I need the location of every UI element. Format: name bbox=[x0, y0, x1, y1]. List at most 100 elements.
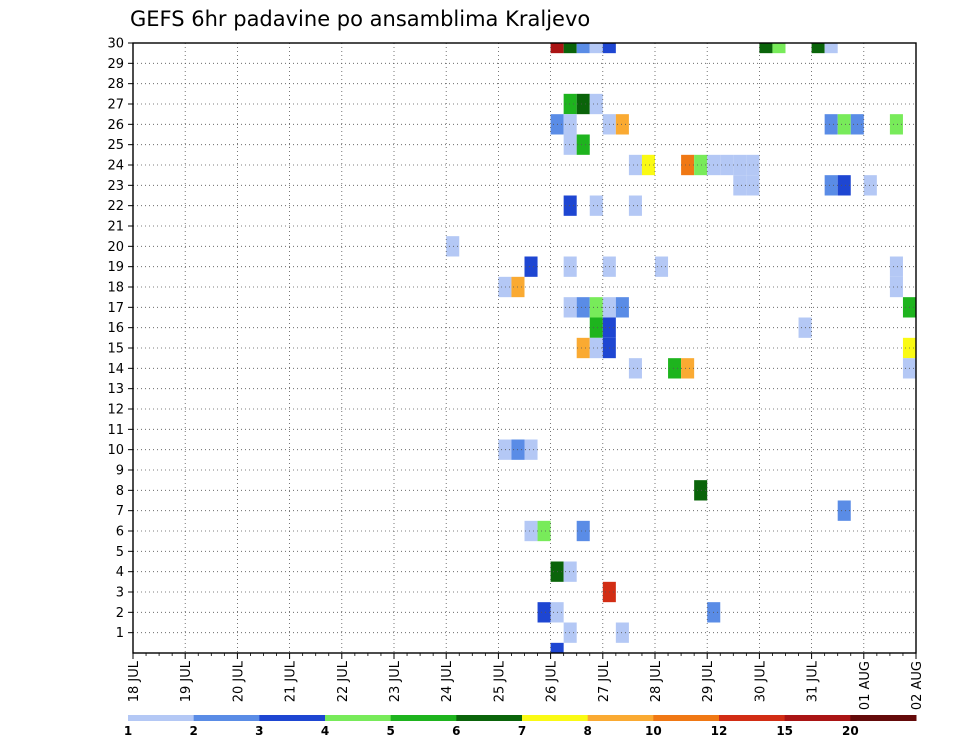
y-tick-label: 28 bbox=[107, 77, 124, 92]
y-tick-label: 27 bbox=[107, 98, 124, 113]
grid-lines bbox=[133, 43, 916, 653]
precip-cell bbox=[576, 43, 590, 54]
precip-cell bbox=[589, 297, 603, 318]
chart-title: GEFS 6hr padavine po ansamblima Kraljevo bbox=[130, 7, 590, 31]
precip-cell bbox=[772, 43, 786, 54]
precip-cell bbox=[628, 358, 642, 379]
precip-cell bbox=[668, 358, 682, 379]
precip-cell bbox=[694, 154, 708, 176]
colorbar-swatch bbox=[719, 715, 786, 721]
precip-cell bbox=[550, 43, 564, 54]
colorbar-swatch bbox=[193, 715, 260, 721]
y-tick-label: 19 bbox=[107, 260, 124, 275]
x-tick-label: 20 JUL bbox=[231, 660, 246, 702]
x-tick-label: 31 JUL bbox=[806, 660, 821, 702]
y-tick-label: 26 bbox=[107, 118, 124, 133]
precip-cell bbox=[563, 256, 577, 277]
y-tick-label: 14 bbox=[107, 362, 124, 377]
precip-cell bbox=[563, 561, 577, 582]
precip-cell bbox=[446, 236, 460, 257]
colorbar-swatch bbox=[456, 715, 523, 721]
precip-cell bbox=[628, 154, 642, 176]
precip-cell bbox=[576, 337, 590, 359]
precip-cell bbox=[681, 358, 695, 379]
x-tick-label: 25 JUL bbox=[492, 660, 507, 702]
x-tick-label: 22 JUL bbox=[336, 660, 351, 702]
precip-cell bbox=[889, 256, 903, 277]
precip-cell bbox=[524, 256, 538, 277]
precip-cell bbox=[589, 195, 603, 216]
precip-cell bbox=[615, 114, 629, 135]
precip-cell bbox=[733, 175, 747, 196]
precip-cell bbox=[576, 134, 590, 155]
x-tick-label: 18 JUL bbox=[127, 660, 142, 702]
colorbar-swatch bbox=[587, 715, 654, 721]
y-tick-label: 18 bbox=[107, 281, 124, 296]
y-tick-label: 8 bbox=[116, 484, 124, 499]
y-tick-label: 4 bbox=[116, 565, 124, 580]
precip-cell bbox=[589, 337, 603, 359]
x-tick-label: 26 JUL bbox=[545, 660, 560, 702]
precip-cell bbox=[524, 520, 538, 542]
y-tick-label: 1 bbox=[116, 626, 124, 641]
precip-cell bbox=[550, 642, 564, 653]
precip-cell bbox=[615, 622, 629, 643]
y-tick-label: 17 bbox=[107, 301, 124, 316]
precip-cell bbox=[563, 114, 577, 135]
y-tick-label: 21 bbox=[107, 220, 124, 235]
colorbar-label: 7 bbox=[518, 724, 526, 738]
y-tick-label: 15 bbox=[107, 342, 124, 357]
x-tick-label: 23 JUL bbox=[388, 660, 403, 702]
precip-cell bbox=[563, 622, 577, 643]
x-tick-label: 30 JUL bbox=[753, 660, 768, 702]
colorbar-label: 4 bbox=[321, 724, 329, 738]
y-tick-label: 24 bbox=[107, 159, 124, 174]
precip-cell bbox=[746, 175, 760, 196]
precip-cell bbox=[576, 297, 590, 318]
precip-cell bbox=[837, 114, 851, 135]
colorbar-label: 6 bbox=[452, 724, 460, 738]
precip-cell bbox=[694, 480, 708, 501]
y-tick-label: 25 bbox=[107, 138, 124, 153]
x-tick-label: 21 JUL bbox=[284, 660, 299, 702]
precip-cell bbox=[563, 195, 577, 216]
y-tick-label: 23 bbox=[107, 179, 124, 194]
precip-cell bbox=[563, 134, 577, 155]
colorbar-label: 8 bbox=[583, 724, 591, 738]
y-tick-label: 5 bbox=[116, 545, 124, 560]
precip-cell bbox=[746, 154, 760, 176]
precip-cell bbox=[811, 43, 825, 54]
plot-frame bbox=[132, 42, 917, 654]
precip-cell bbox=[563, 297, 577, 318]
y-tick-label: 3 bbox=[116, 586, 124, 601]
colorbar-label: 12 bbox=[711, 724, 728, 738]
colorbar-swatch bbox=[259, 715, 326, 721]
colorbar-swatch bbox=[850, 715, 917, 721]
y-tick-label: 7 bbox=[116, 504, 124, 519]
colorbar-swatch bbox=[390, 715, 457, 721]
colorbar-label: 5 bbox=[386, 724, 394, 738]
precip-cell bbox=[720, 154, 734, 176]
precip-cell bbox=[589, 93, 603, 115]
colorbar-swatch bbox=[522, 715, 589, 721]
x-tick-label: 28 JUL bbox=[649, 660, 664, 702]
y-tick-label: 6 bbox=[116, 525, 124, 540]
heatmap-cells bbox=[446, 43, 916, 653]
y-tick-label: 16 bbox=[107, 321, 124, 336]
x-tick-label: 27 JUL bbox=[597, 660, 612, 702]
y-tick-label: 13 bbox=[107, 382, 124, 397]
precip-cell bbox=[641, 154, 655, 176]
colorbar-swatch bbox=[325, 715, 392, 721]
precip-cell bbox=[681, 154, 695, 176]
precip-cell bbox=[576, 520, 590, 542]
axes: 1234567891011121314151617181920212223242… bbox=[107, 37, 925, 711]
precip-cell bbox=[537, 520, 551, 542]
precip-cell bbox=[602, 43, 616, 54]
precip-cell bbox=[563, 43, 577, 54]
precip-cell bbox=[589, 43, 603, 54]
y-tick-label: 2 bbox=[116, 606, 124, 621]
precip-cell bbox=[524, 439, 538, 460]
colorbar-label: 20 bbox=[842, 724, 859, 738]
x-tick-label: 19 JUL bbox=[179, 660, 194, 702]
